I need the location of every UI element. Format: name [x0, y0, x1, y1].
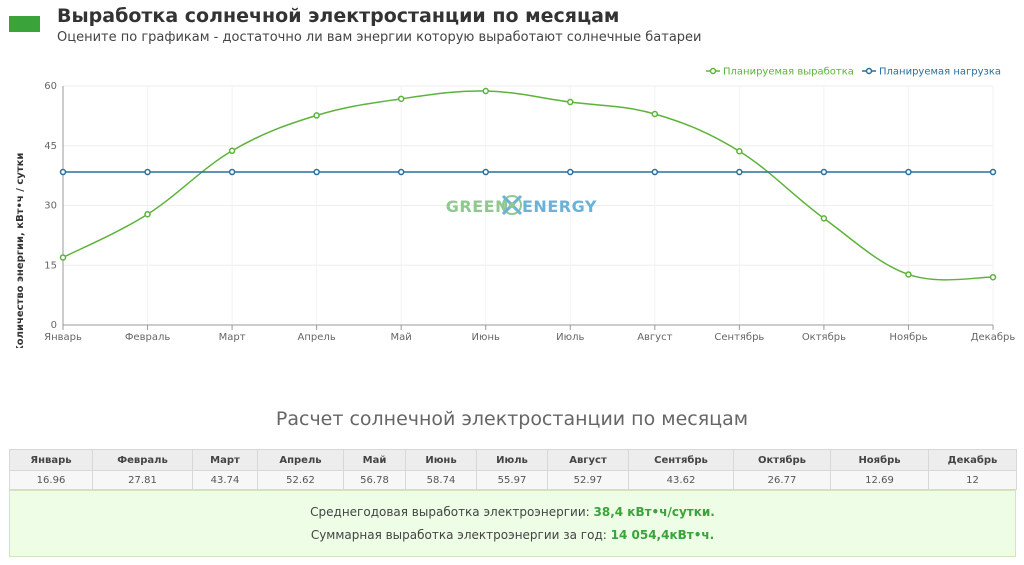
data-point-0-3[interactable] [313, 112, 320, 119]
watermark-logo-icon [501, 194, 523, 216]
data-point-0-8[interactable] [736, 147, 743, 155]
table-cell: 55.97 [476, 470, 548, 490]
table-cell: 12 [928, 470, 1017, 490]
data-point-1-5[interactable] [482, 168, 489, 176]
chart-axes: 0 15 30 45 60 Январь Февраль Март Апрель Май Июнь И… [44, 81, 1015, 343]
monthly-table: Январь Февраль Март Апрель Май Июнь Июль Август… [9, 449, 1017, 490]
series-line-0 [62, 90, 994, 281]
data-point-0-1[interactable] [144, 210, 151, 218]
table-cell: 58.74 [405, 470, 477, 490]
table-header-cell: Март [192, 449, 258, 471]
data-point-0-2[interactable] [228, 147, 236, 155]
y-tick-label-4: 60 [44, 81, 57, 92]
x-tick-label-1: Февраль [125, 332, 171, 343]
table-cell: 52.62 [257, 470, 344, 490]
page-subtitle: Оцените по графикам - достаточно ли вам … [57, 30, 702, 45]
chart-series [59, 87, 997, 281]
watermark: GREEN ENERGY [446, 194, 597, 216]
table-header-cell: Ноябрь [830, 449, 929, 471]
x-tick-label-6: Июль [556, 332, 584, 343]
summary-total-label: Суммарная выработка электроэнергии за го… [310, 528, 607, 542]
table-row: 16.96 27.81 43.74 52.62 56.78 58.74 55.97 52.97… [9, 470, 1017, 490]
watermark-left: GREEN [446, 197, 509, 216]
data-point-1-6[interactable] [567, 168, 574, 176]
table-header-cell: Декабрь [928, 449, 1017, 471]
x-tick-label-3: Апрель [298, 332, 336, 343]
table-header-cell: Сентябрь [628, 449, 734, 471]
x-tick-label-2: Март [219, 332, 246, 343]
x-tick-label-9: Октябрь [802, 332, 846, 343]
data-point-1-2[interactable] [228, 168, 236, 176]
y-tick-label-0: 0 [51, 320, 57, 331]
table-header-cell: Май [343, 449, 406, 471]
data-point-0-5[interactable] [482, 87, 489, 95]
table-header-cell: Июнь [405, 449, 477, 471]
table-cell: 12.69 [830, 470, 929, 490]
data-point-1-11[interactable] [989, 168, 997, 176]
y-axis-label: Количество энергии, кВт•ч / сутки [15, 153, 26, 348]
data-point-0-4[interactable] [397, 95, 405, 103]
page-title: Выработка солнечной электростанции по ме… [57, 5, 620, 27]
table-header-cell: Апрель [257, 449, 344, 471]
data-point-1-3[interactable] [313, 168, 320, 176]
data-point-1-0[interactable] [59, 168, 67, 176]
table-cell: 27.81 [92, 470, 193, 490]
data-point-0-10[interactable] [905, 271, 912, 278]
data-point-1-1[interactable] [144, 168, 151, 176]
chart-svg: GREEN ENERGY 0 15 30 45 60 Январь Февраль Март А… [15, 67, 1015, 349]
legend-label-0[interactable]: Планируемая выработка [723, 67, 854, 78]
calc-title: Расчет солнечной электростанции по месяц… [275, 408, 749, 430]
data-point-0-9[interactable] [820, 215, 828, 222]
x-tick-label-7: Август [637, 332, 672, 343]
summary-avg-value: 38,4 кВт•ч/сутки. [593, 505, 715, 519]
y-tick-label-1: 15 [44, 260, 57, 271]
table-cell: 43.62 [628, 470, 734, 490]
data-point-1-10[interactable] [905, 168, 912, 176]
x-tick-label-4: Май [391, 332, 412, 343]
legend-marker-0 [709, 67, 717, 75]
x-tick-label-10: Ноябрь [889, 332, 927, 343]
data-point-0-11[interactable] [989, 273, 997, 281]
table-header-cell: Январь [9, 449, 93, 471]
summary-total-value: 14 054,4кВт•ч. [610, 528, 715, 542]
summary-total-line: Суммарная выработка электроэнергии за го… [10, 528, 1015, 542]
table-cell: 43.74 [192, 470, 258, 490]
summary-avg-line: Среднегодовая выработка электроэнергии: … [10, 505, 1015, 519]
data-point-1-9[interactable] [820, 168, 828, 176]
table-header-cell: Октябрь [733, 449, 831, 471]
table-cell: 16.96 [9, 470, 93, 490]
x-tick-label-11: Декабрь [971, 332, 1016, 343]
x-tick-label-5: Июнь [472, 332, 500, 343]
data-point-1-4[interactable] [397, 168, 405, 176]
y-tick-label-2: 30 [44, 201, 57, 212]
summary-avg-label: Среднегодовая выработка электроэнергии: [310, 505, 590, 519]
table-cell: 26.77 [733, 470, 831, 490]
table-cell: 52.97 [547, 470, 629, 490]
x-tick-label-0: Январь [44, 332, 82, 343]
data-point-0-7[interactable] [651, 110, 659, 118]
table-header-cell: Февраль [92, 449, 193, 471]
data-point-1-7[interactable] [651, 168, 659, 176]
legend-marker-1 [865, 67, 873, 75]
summary-box: Среднегодовая выработка электроэнергии: … [9, 490, 1016, 557]
legend-label-1[interactable]: Планируемая нагрузка [879, 67, 1001, 78]
chart-legend: Планируемая выработка Планируемая нагрузк… [706, 67, 1001, 78]
header: Выработка солнечной электростанции по ме… [0, 0, 1024, 52]
table-header-cell: Июль [476, 449, 548, 471]
y-tick-label-3: 45 [44, 141, 57, 152]
x-tick-label-8: Сентябрь [714, 332, 764, 343]
watermark-right: ENERGY [522, 197, 597, 216]
data-point-0-6[interactable] [567, 98, 574, 106]
brand-badge-icon [9, 16, 40, 32]
table-header-cell: Август [547, 449, 629, 471]
data-point-1-8[interactable] [736, 168, 743, 176]
generation-chart: GREEN ENERGY 0 15 30 45 60 Январь Февраль Март А… [0, 58, 1024, 349]
table-header-row: Январь Февраль Март Апрель Май Июнь Июль Август… [9, 449, 1017, 471]
data-point-0-0[interactable] [59, 254, 67, 261]
table-cell: 56.78 [343, 470, 406, 490]
